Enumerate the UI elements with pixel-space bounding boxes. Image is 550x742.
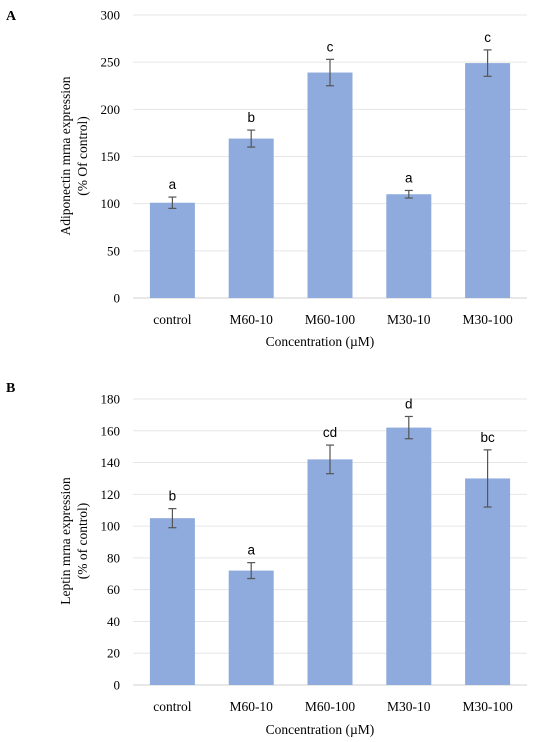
y-axis-title-line1: Leptin mrna expression — [58, 477, 73, 605]
significance-label: bc — [480, 430, 495, 445]
y-tick-label: 180 — [101, 392, 121, 407]
x-axis-title: Concentration (µM) — [266, 334, 375, 349]
y-tick-label: 60 — [107, 582, 120, 597]
y-tick-label: 120 — [101, 487, 121, 502]
panel-label: B — [6, 381, 15, 396]
y-tick-label: 100 — [101, 196, 121, 211]
significance-label: b — [169, 489, 177, 504]
significance-label: a — [247, 543, 255, 558]
bar — [228, 138, 274, 298]
y-tick-label: 0 — [114, 291, 121, 306]
bar — [307, 72, 353, 298]
panel-label: A — [6, 9, 17, 24]
x-tick-label: M30-100 — [462, 699, 512, 714]
significance-label: c — [327, 39, 334, 54]
significance-label: c — [484, 30, 491, 45]
y-tick-label: 300 — [101, 8, 121, 23]
y-tick-label: 0 — [114, 678, 121, 693]
bar — [228, 570, 274, 685]
x-axis-title: Concentration (µM) — [266, 722, 375, 737]
x-tick-label: M60-100 — [305, 312, 355, 327]
x-tick-label: M60-100 — [305, 699, 355, 714]
y-tick-label: 250 — [101, 55, 121, 70]
bar — [149, 518, 195, 685]
significance-label: d — [405, 396, 413, 411]
y-tick-label: 20 — [107, 646, 120, 661]
x-tick-label: M30-10 — [387, 699, 431, 714]
x-tick-label: control — [153, 312, 191, 327]
bar — [465, 478, 511, 685]
x-tick-label: control — [153, 699, 191, 714]
chart-panel-a: A a b c a c 0 50 100 150 200 250 300 control M60-10… — [6, 8, 527, 349]
bar — [307, 459, 353, 685]
significance-label: a — [405, 170, 413, 185]
y-tick-label: 160 — [101, 423, 121, 438]
significance-label: a — [169, 177, 177, 192]
y-tick-label: 140 — [101, 455, 121, 470]
y-tick-label: 40 — [107, 614, 120, 629]
bar — [465, 63, 511, 298]
x-tick-label: M30-100 — [462, 312, 512, 327]
y-axis-title-line2: (% of control) — [75, 503, 90, 579]
bar — [386, 427, 432, 685]
bar — [386, 194, 432, 298]
chart-panel-b: B b a cd d bc 0 20 40 60 80 100 120 140 160 180 contr… — [6, 381, 527, 737]
y-tick-label: 150 — [101, 149, 121, 164]
x-tick-label: M30-10 — [387, 312, 431, 327]
significance-label: b — [247, 110, 255, 125]
x-tick-label: M60-10 — [229, 699, 273, 714]
y-axis-title-line1: Adiponectin mrna expression — [58, 76, 73, 235]
significance-label: cd — [323, 425, 337, 440]
bar — [149, 202, 195, 298]
y-tick-label: 50 — [107, 243, 120, 258]
x-tick-label: M60-10 — [229, 312, 273, 327]
y-tick-label: 80 — [107, 550, 120, 565]
y-axis-title-line2: (% Of control) — [75, 116, 90, 195]
y-tick-label: 200 — [101, 102, 121, 117]
y-tick-label: 100 — [101, 519, 121, 534]
